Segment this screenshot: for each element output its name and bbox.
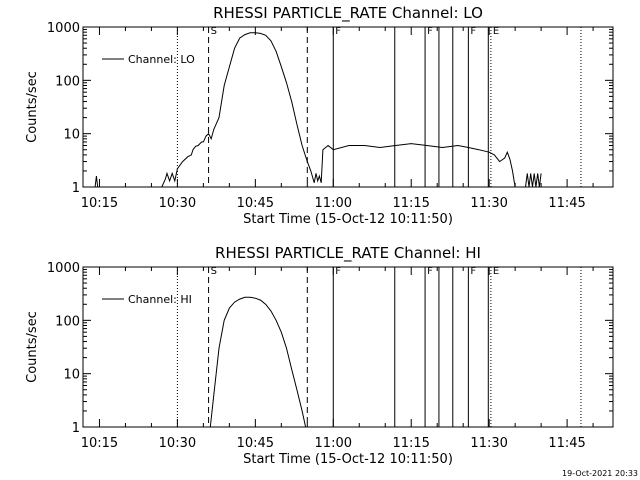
x-axis-label: Start Time (15-Oct-12 10:11:50) [243,452,453,467]
x-axis-label: Start Time (15-Oct-12 10:11:50) [243,212,453,227]
plot-frame [82,26,614,188]
x-tick-label: 10:30 [159,196,196,211]
series-line [161,32,516,188]
x-tick-label: 10:45 [237,196,274,211]
series-line [525,173,542,188]
y-axis-label: Counts/sec [25,311,40,383]
x-tick-label: 11:30 [470,196,507,211]
x-tick-label: 10:15 [81,436,118,451]
panel-hi-channel: RHESSI PARTICLE_RATE Channel: HI 1 10 100 10… [25,244,614,467]
x-tick-label: 11:45 [548,196,585,211]
y-axis-label: Counts/sec [25,71,40,143]
y-tick-label: 1 [72,421,80,436]
event-marker-label: E [493,266,499,277]
event-marker-label: F [335,266,341,277]
y-tick-label: 10 [63,128,80,143]
event-marker-label: E [493,26,499,37]
y-tick-label: 100 [55,314,80,329]
event-marker-label: F [470,266,476,277]
x-tick-label: 11:00 [315,196,352,211]
y-tick-label: 100 [55,74,80,89]
y-tick-label: 1 [72,181,80,196]
generated-timestamp: 19-Oct-2021 20:33 [562,469,638,478]
x-tick-label: 10:45 [237,436,274,451]
series-line [209,296,307,428]
panel-lo-channel: RHESSI PARTICLE_RATE Channel: LO 1 10 100 10… [25,4,614,227]
x-tick-label: 11:30 [470,436,507,451]
event-marker-label: S [211,266,217,277]
chart-title: RHESSI PARTICLE_RATE Channel: LO [213,4,483,23]
chart-title: RHESSI PARTICLE_RATE Channel: HI [215,244,481,263]
x-tick-label: 11:00 [315,436,352,451]
event-marker-label: F [427,266,433,277]
legend-entry: Channel: LO [128,53,195,66]
x-tick-label: 10:15 [81,196,118,211]
y-tick-label: 10 [63,368,80,383]
y-tick-label: 1000 [47,261,80,276]
x-tick-label: 11:15 [392,196,429,211]
x-tick-label: 10:30 [159,436,196,451]
legend-entry: Channel: HI [128,293,192,306]
x-tick-label: 11:15 [392,436,429,451]
event-marker-label: F [335,26,341,37]
series-line [94,176,99,188]
plot-frame [82,266,614,428]
event-marker-label: S [211,26,217,37]
event-marker-label: F [470,26,476,37]
x-tick-label: 11:45 [548,436,585,451]
event-marker-label: F [427,26,433,37]
y-tick-label: 1000 [47,21,80,36]
